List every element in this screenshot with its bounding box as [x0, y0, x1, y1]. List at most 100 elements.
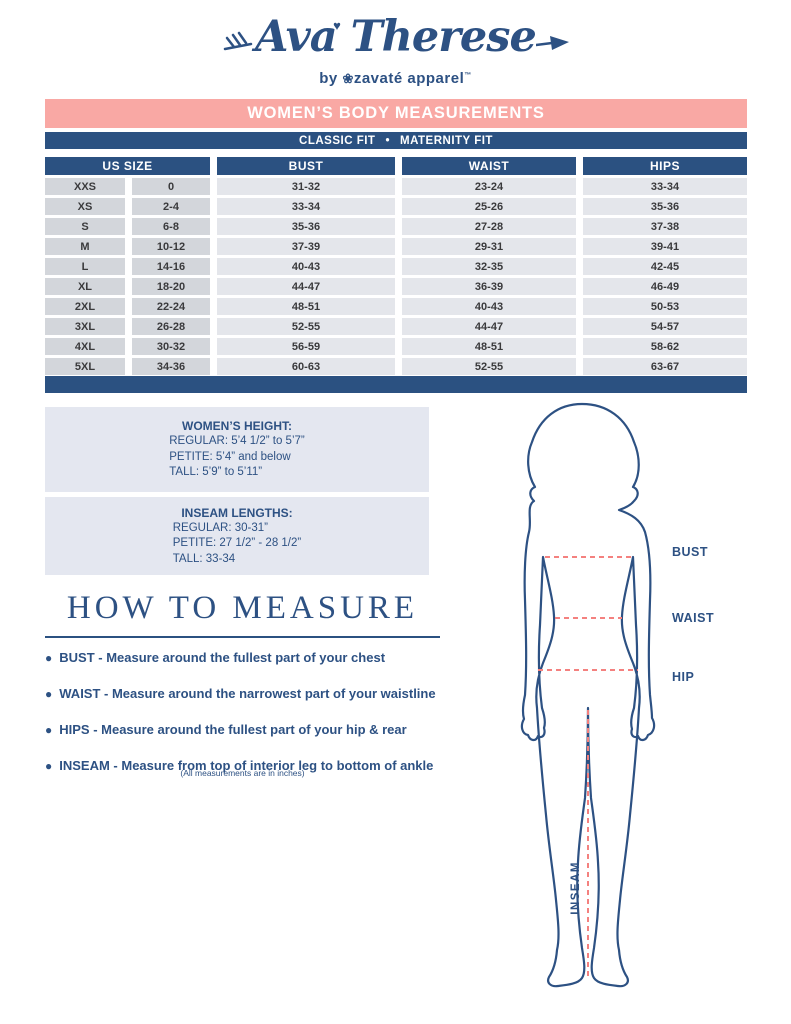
- hips-value-cell: 39-41: [583, 238, 747, 255]
- us-size-cell: 34-36: [132, 358, 210, 375]
- measure-instruction-text: WAIST - Measure around the narrowest par…: [59, 686, 436, 701]
- arrowhead-icon: [535, 36, 569, 50]
- figure-label-waist: WAIST: [672, 611, 715, 625]
- bust-value-cell: 60-63: [217, 358, 395, 375]
- measurements-note: (All measurements are in inches): [180, 768, 305, 778]
- size-label-cell: 4XL: [45, 338, 125, 355]
- us-size-cell: 14-16: [132, 258, 210, 275]
- hips-value-cell: 58-62: [583, 338, 747, 355]
- page-title-banner: WOMEN’S BODY MEASUREMENTS: [45, 99, 747, 128]
- fit-separator: •: [385, 134, 390, 147]
- waist-value-cell: 32-35: [402, 258, 576, 275]
- hips-value-cell: 33-34: [583, 178, 747, 195]
- inseam-box-title: INSEAM LENGTHS:: [181, 505, 293, 520]
- inseam-line: REGULAR: 30-31”: [172, 521, 268, 534]
- hips-value-cell: 37-38: [583, 218, 747, 235]
- us-size-cell: 10-12: [132, 238, 210, 255]
- bust-column-header: BUST: [217, 157, 395, 175]
- bust-value-cell: 35-36: [217, 218, 395, 235]
- us-size-cell: 0: [132, 178, 210, 195]
- waist-value-cell: 27-28: [402, 218, 576, 235]
- hips-value-cell: 54-57: [583, 318, 747, 335]
- bust-value-cell: 40-43: [217, 258, 395, 275]
- bullet-dot-icon: ●: [45, 687, 53, 701]
- bust-value-cell: 52-55: [217, 318, 395, 335]
- size-label-cell: 5XL: [45, 358, 125, 375]
- size-label-cell: L: [45, 258, 125, 275]
- measure-instruction-item: ● WAIST - Measure around the narrowest pa…: [45, 686, 455, 702]
- height-line: REGULAR: 5’4 1/2” to 5’7”: [169, 435, 305, 448]
- byline-company: zavaté apparel: [353, 70, 465, 87]
- trademark: ™: [464, 72, 472, 79]
- woman-silhouette-illustration: [520, 402, 656, 988]
- size-label-cell: 2XL: [45, 298, 125, 315]
- size-label-cell: S: [45, 218, 125, 235]
- waist-value-cell: 40-43: [402, 298, 576, 315]
- measure-instruction-text: INSEAM - Measure from top of interior le…: [59, 758, 434, 773]
- waist-value-cell: 25-26: [402, 198, 576, 215]
- bullet-dot-icon: ●: [45, 723, 53, 737]
- body-measurement-diagram: BUST WAIST HIP INSEAM: [470, 400, 791, 1024]
- brand-logo: Ava Therese ♥ by ❀zavaté apparel™: [0, 12, 791, 87]
- brand-byline: by ❀zavaté apparel™: [0, 70, 791, 87]
- hips-value-cell: 50-53: [583, 298, 747, 315]
- fit-maternity: MATERNITY FIT: [399, 134, 493, 147]
- figure-label-inseam: INSEAM: [570, 861, 582, 915]
- height-line: PETITE: 5’4” and below: [169, 450, 291, 463]
- waist-value-cell: 23-24: [402, 178, 576, 195]
- us-size-cell: 22-24: [132, 298, 210, 315]
- inseam-line: PETITE: 27 1/2” - 28 1/2”: [172, 537, 302, 550]
- hips-value-cell: 35-36: [583, 198, 747, 215]
- height-box-title: WOMEN’S HEIGHT:: [182, 419, 292, 434]
- height-info-box: WOMEN’S HEIGHT: REGULAR: 5’4 1/2” to 5’7…: [45, 407, 429, 492]
- height-line: TALL: 5’9” to 5’11”: [169, 466, 263, 479]
- page-title: WOMEN’S BODY MEASUREMENTS: [247, 104, 545, 122]
- measure-instruction-item: ● INSEAM - Measure from top of interior l…: [45, 758, 455, 774]
- inseam-box-lines: REGULAR: 30-31” PETITE: 27 1/2” - 28 1/2”…: [173, 521, 301, 568]
- bust-value-cell: 44-47: [217, 278, 395, 295]
- waist-value-cell: 36-39: [402, 278, 576, 295]
- measure-instruction-text: BUST - Measure around the fullest part o…: [59, 650, 386, 665]
- fit-type-bar: CLASSIC FIT • MATERNITY FIT: [45, 132, 747, 149]
- waist-value-cell: 29-31: [402, 238, 576, 255]
- waist-value-cell: 44-47: [402, 318, 576, 335]
- hips-column-header: HIPS: [583, 157, 747, 175]
- us-size-cell: 26-28: [132, 318, 210, 335]
- size-label-cell: M: [45, 238, 125, 255]
- bust-value-cell: 37-39: [217, 238, 395, 255]
- hips-value-cell: 42-45: [583, 258, 747, 275]
- how-to-measure-heading: HOW TO MEASURE: [45, 590, 440, 638]
- table-footer-bar: [45, 376, 747, 393]
- heart-icon: ♥: [333, 18, 341, 33]
- figure-label-hip: HIP: [672, 670, 695, 684]
- inseam-line: TALL: 33-34: [172, 552, 236, 565]
- measure-instruction-item: ● HIPS - Measure around the fullest part …: [45, 722, 455, 738]
- bust-value-cell: 48-51: [217, 298, 395, 315]
- fit-classic: CLASSIC FIT: [299, 134, 376, 147]
- arrow-fletching-icon: [223, 31, 253, 51]
- waist-value-cell: 48-51: [402, 338, 576, 355]
- size-label-cell: XL: [45, 278, 125, 295]
- measure-instruction-item: ● BUST - Measure around the fullest part …: [45, 650, 455, 666]
- size-label-cell: XXS: [45, 178, 125, 195]
- bullet-dot-icon: ●: [45, 651, 53, 665]
- byline-by: by: [319, 70, 338, 87]
- bust-value-cell: 31-32: [217, 178, 395, 195]
- us-size-cell: 18-20: [132, 278, 210, 295]
- hips-value-cell: 46-49: [583, 278, 747, 295]
- us-size-cell: 30-32: [132, 338, 210, 355]
- figure-label-bust: BUST: [672, 545, 709, 559]
- measure-instruction-text: HIPS - Measure around the fullest part o…: [59, 722, 407, 737]
- size-table: US SIZE BUST WAIST HIPS XXS 0 31-32 23-24 33-34 X…: [45, 157, 747, 375]
- bust-value-cell: 33-34: [217, 198, 395, 215]
- waist-value-cell: 52-55: [402, 358, 576, 375]
- bust-value-cell: 56-59: [217, 338, 395, 355]
- size-label-cell: 3XL: [45, 318, 125, 335]
- inseam-info-box: INSEAM LENGTHS: REGULAR: 30-31” PETITE: 2…: [45, 497, 429, 575]
- us-size-cell: 6-8: [132, 218, 210, 235]
- waist-column-header: WAIST: [402, 157, 576, 175]
- bullet-dot-icon: ●: [45, 759, 53, 773]
- woman-silhouette-outline: [520, 402, 656, 988]
- brand-name: Ava Therese: [255, 12, 537, 62]
